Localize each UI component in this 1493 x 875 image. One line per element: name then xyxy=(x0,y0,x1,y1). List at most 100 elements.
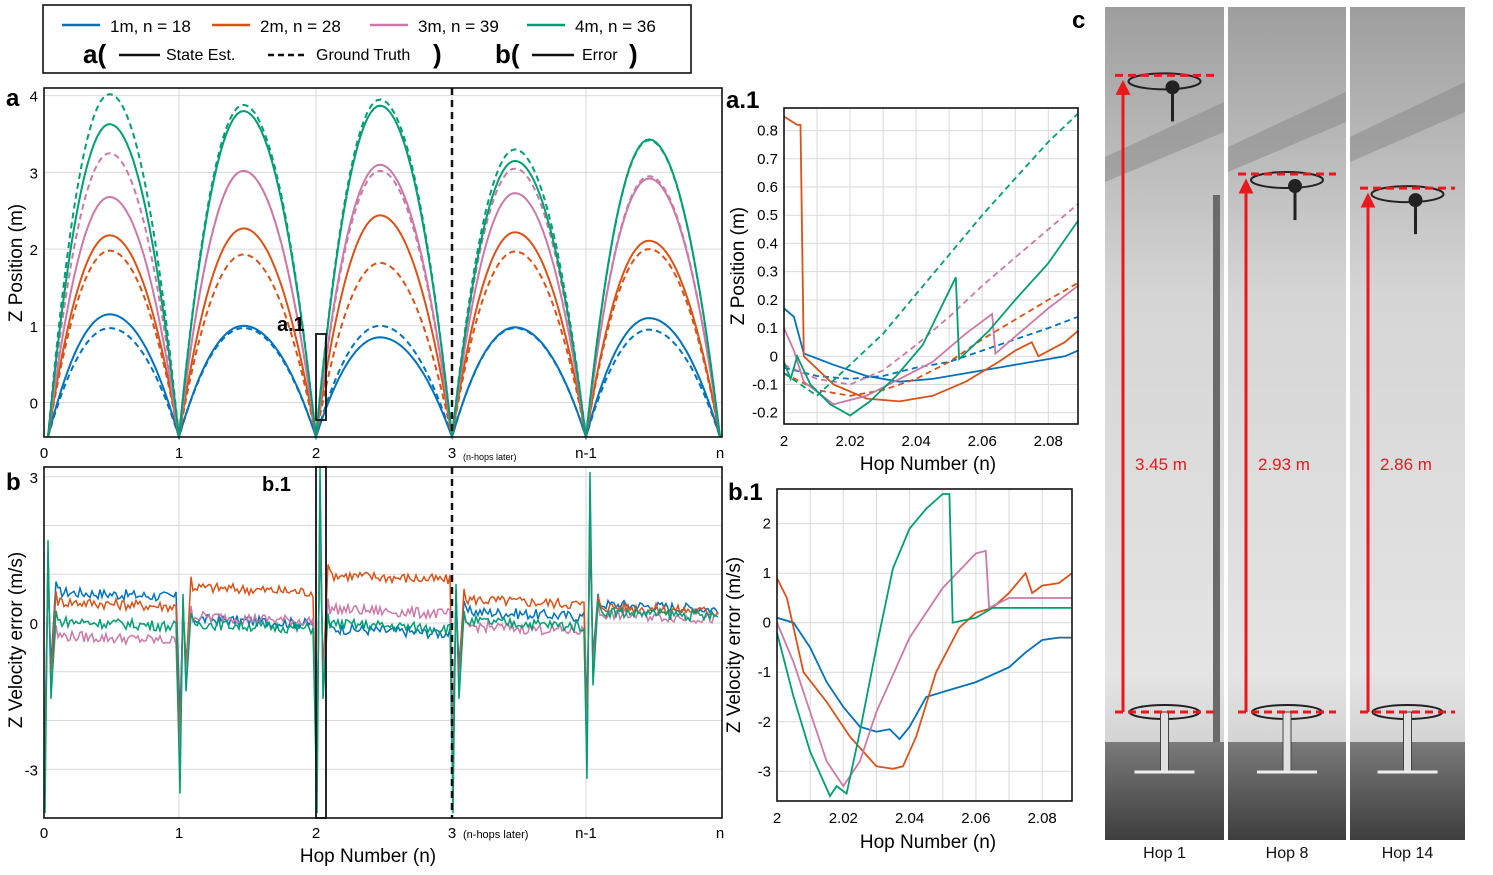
x-axis-label: Hop Number (n) xyxy=(860,454,996,475)
drone-body xyxy=(1165,80,1180,95)
ceiling-truss xyxy=(1228,92,1346,172)
series-line xyxy=(44,490,719,785)
inset-marker-label: b.1 xyxy=(262,474,291,496)
y-tick-label: -3 xyxy=(25,762,38,779)
x-tick-label: 2.02 xyxy=(829,810,858,827)
robot-leg xyxy=(1403,711,1412,773)
panel-label-a1: a.1 xyxy=(726,87,759,114)
x-note: (n-hops later) xyxy=(463,829,528,841)
x-tick-label: 2.04 xyxy=(902,433,931,450)
y-tick-labels: -0.2 -0.1 0 0.1 0.2 0.3 0.4 0.5 0.6 0.7 0.8 xyxy=(752,123,778,422)
series-line-solid xyxy=(47,313,721,441)
plot-lines xyxy=(44,466,719,814)
frame-caption: Hop 1 xyxy=(1143,845,1186,862)
y-tick-labels: -3 0 3 xyxy=(25,470,38,780)
ceiling-truss xyxy=(1350,82,1465,162)
y-axis-label: Z Position (m) xyxy=(6,204,27,322)
series-line-dashed xyxy=(783,315,1079,380)
y-axis-label: Z Velocity error (m/s) xyxy=(6,552,27,728)
x-tick-label: 2.02 xyxy=(835,433,864,450)
x-tick-label: 3 xyxy=(448,825,456,842)
series-line-solid xyxy=(47,214,721,438)
y-tick-label: -0.1 xyxy=(752,377,778,394)
legend-box xyxy=(42,4,692,74)
height-label: 2.86 m xyxy=(1380,455,1432,474)
x-axis-label: Hop Number (n) xyxy=(300,846,436,867)
series-line-solid xyxy=(783,307,1079,383)
panel-a1: a.1 2 2.02 2.04 2.06 2.08 -0.2 -0.1 0 0.1 0.2 0.3… xyxy=(726,87,1079,475)
series-line xyxy=(44,513,719,757)
height-label: 2.93 m xyxy=(1258,455,1310,474)
grid xyxy=(784,108,1078,424)
y-tick-label: 0 xyxy=(770,348,778,365)
legend-b-suffix: ) xyxy=(629,39,638,69)
x-tick-label: 2 xyxy=(773,810,781,827)
series-line-dashed xyxy=(47,152,721,438)
series-line-solid xyxy=(776,571,1073,770)
y-tick-label: 0 xyxy=(30,616,38,633)
plot-lines xyxy=(47,93,721,441)
legend: 1m, n = 18 2m, n = 28 3m, n = 39 4m, n =… xyxy=(42,4,692,74)
x-tick-label: 3 xyxy=(448,445,456,462)
y-tick-labels: 0 1 2 3 4 xyxy=(30,89,38,413)
legend-b-prefix: b( xyxy=(495,39,520,69)
y-tick-label: 0 xyxy=(763,615,771,632)
series-line-solid xyxy=(776,493,1072,798)
series-line xyxy=(44,466,719,814)
photo-frame: 2.86 m Hop 14 xyxy=(1350,7,1465,862)
axes-frame xyxy=(43,466,723,819)
legend-ground-truth: Ground Truth xyxy=(316,47,410,64)
series-line-solid xyxy=(783,285,1079,406)
y-tick-label: 0.1 xyxy=(757,320,778,337)
panel-c: c 3.45 m Hop 1 2.93 m Hop 8 2.86 m Hop 14 xyxy=(1072,7,1465,862)
legend-label: 2m, n = 28 xyxy=(260,17,341,36)
x-tick-label: 0 xyxy=(40,445,48,462)
x-tick-labels: 2 2.02 2.04 2.06 2.08 xyxy=(780,433,1063,450)
x-tick-label: 0 xyxy=(40,825,48,842)
photo-frame: 2.93 m Hop 8 xyxy=(1228,7,1346,862)
y-tick-label: 3 xyxy=(30,470,38,487)
photo-frames: 3.45 m Hop 1 2.93 m Hop 8 2.86 m Hop 14 xyxy=(1105,7,1465,862)
y-tick-label: 2 xyxy=(30,242,38,259)
x-tick-labels: 2 2.02 2.04 2.06 2.08 xyxy=(773,810,1057,827)
x-axis-label: Hop Number (n) xyxy=(860,832,996,853)
x-tick-label: 2 xyxy=(312,825,320,842)
y-axis-label: Z Position (m) xyxy=(728,207,749,325)
grid xyxy=(44,467,722,818)
robot-leg xyxy=(1160,711,1169,773)
series-line-dashed xyxy=(783,203,1079,386)
y-tick-label: 0.8 xyxy=(757,123,778,140)
y-tick-label: 0.6 xyxy=(757,179,778,196)
panel-label-a: a xyxy=(6,85,20,112)
y-tick-labels: -3 -2 -1 0 1 2 xyxy=(758,516,771,781)
y-tick-label: 0.4 xyxy=(757,235,778,252)
axes-frame xyxy=(776,488,1073,802)
x-tick-label: n xyxy=(716,825,724,842)
legend-label: 3m, n = 39 xyxy=(418,17,499,36)
x-tick-label: 2.08 xyxy=(1034,433,1063,450)
series-line-dashed xyxy=(783,282,1079,397)
y-tick-label: 0.7 xyxy=(757,151,778,168)
x-tick-label: 2.04 xyxy=(895,810,924,827)
series-line-dashed xyxy=(47,248,721,438)
ceiling-truss xyxy=(1105,102,1224,182)
inset-marker-label: a.1 xyxy=(277,314,305,336)
x-tick-label: n-1 xyxy=(575,825,597,842)
legend-label: 1m, n = 18 xyxy=(110,17,191,36)
x-tick-label: 2 xyxy=(312,445,320,462)
robot-leg xyxy=(1282,711,1292,773)
legend-a-suffix: ) xyxy=(433,39,442,69)
x-tick-label: 2.06 xyxy=(968,433,997,450)
y-tick-label: 0.5 xyxy=(757,207,778,224)
x-tick-labels: 0 1 2 3 n-1 n xyxy=(40,445,724,462)
legend-entry-2m: 2m, n = 28 xyxy=(212,17,341,36)
y-tick-label: 0.3 xyxy=(757,264,778,281)
y-tick-label: 4 xyxy=(30,89,38,106)
y-axis-label: Z Velocity error (m/s) xyxy=(724,557,745,733)
y-tick-label: 2 xyxy=(763,516,771,533)
legend-entry-4m: 4m, n = 36 xyxy=(527,17,656,36)
x-tick-label: n-1 xyxy=(575,445,597,462)
drone-body xyxy=(1408,193,1423,208)
series-line xyxy=(44,537,719,728)
series-line-dashed xyxy=(47,324,721,441)
